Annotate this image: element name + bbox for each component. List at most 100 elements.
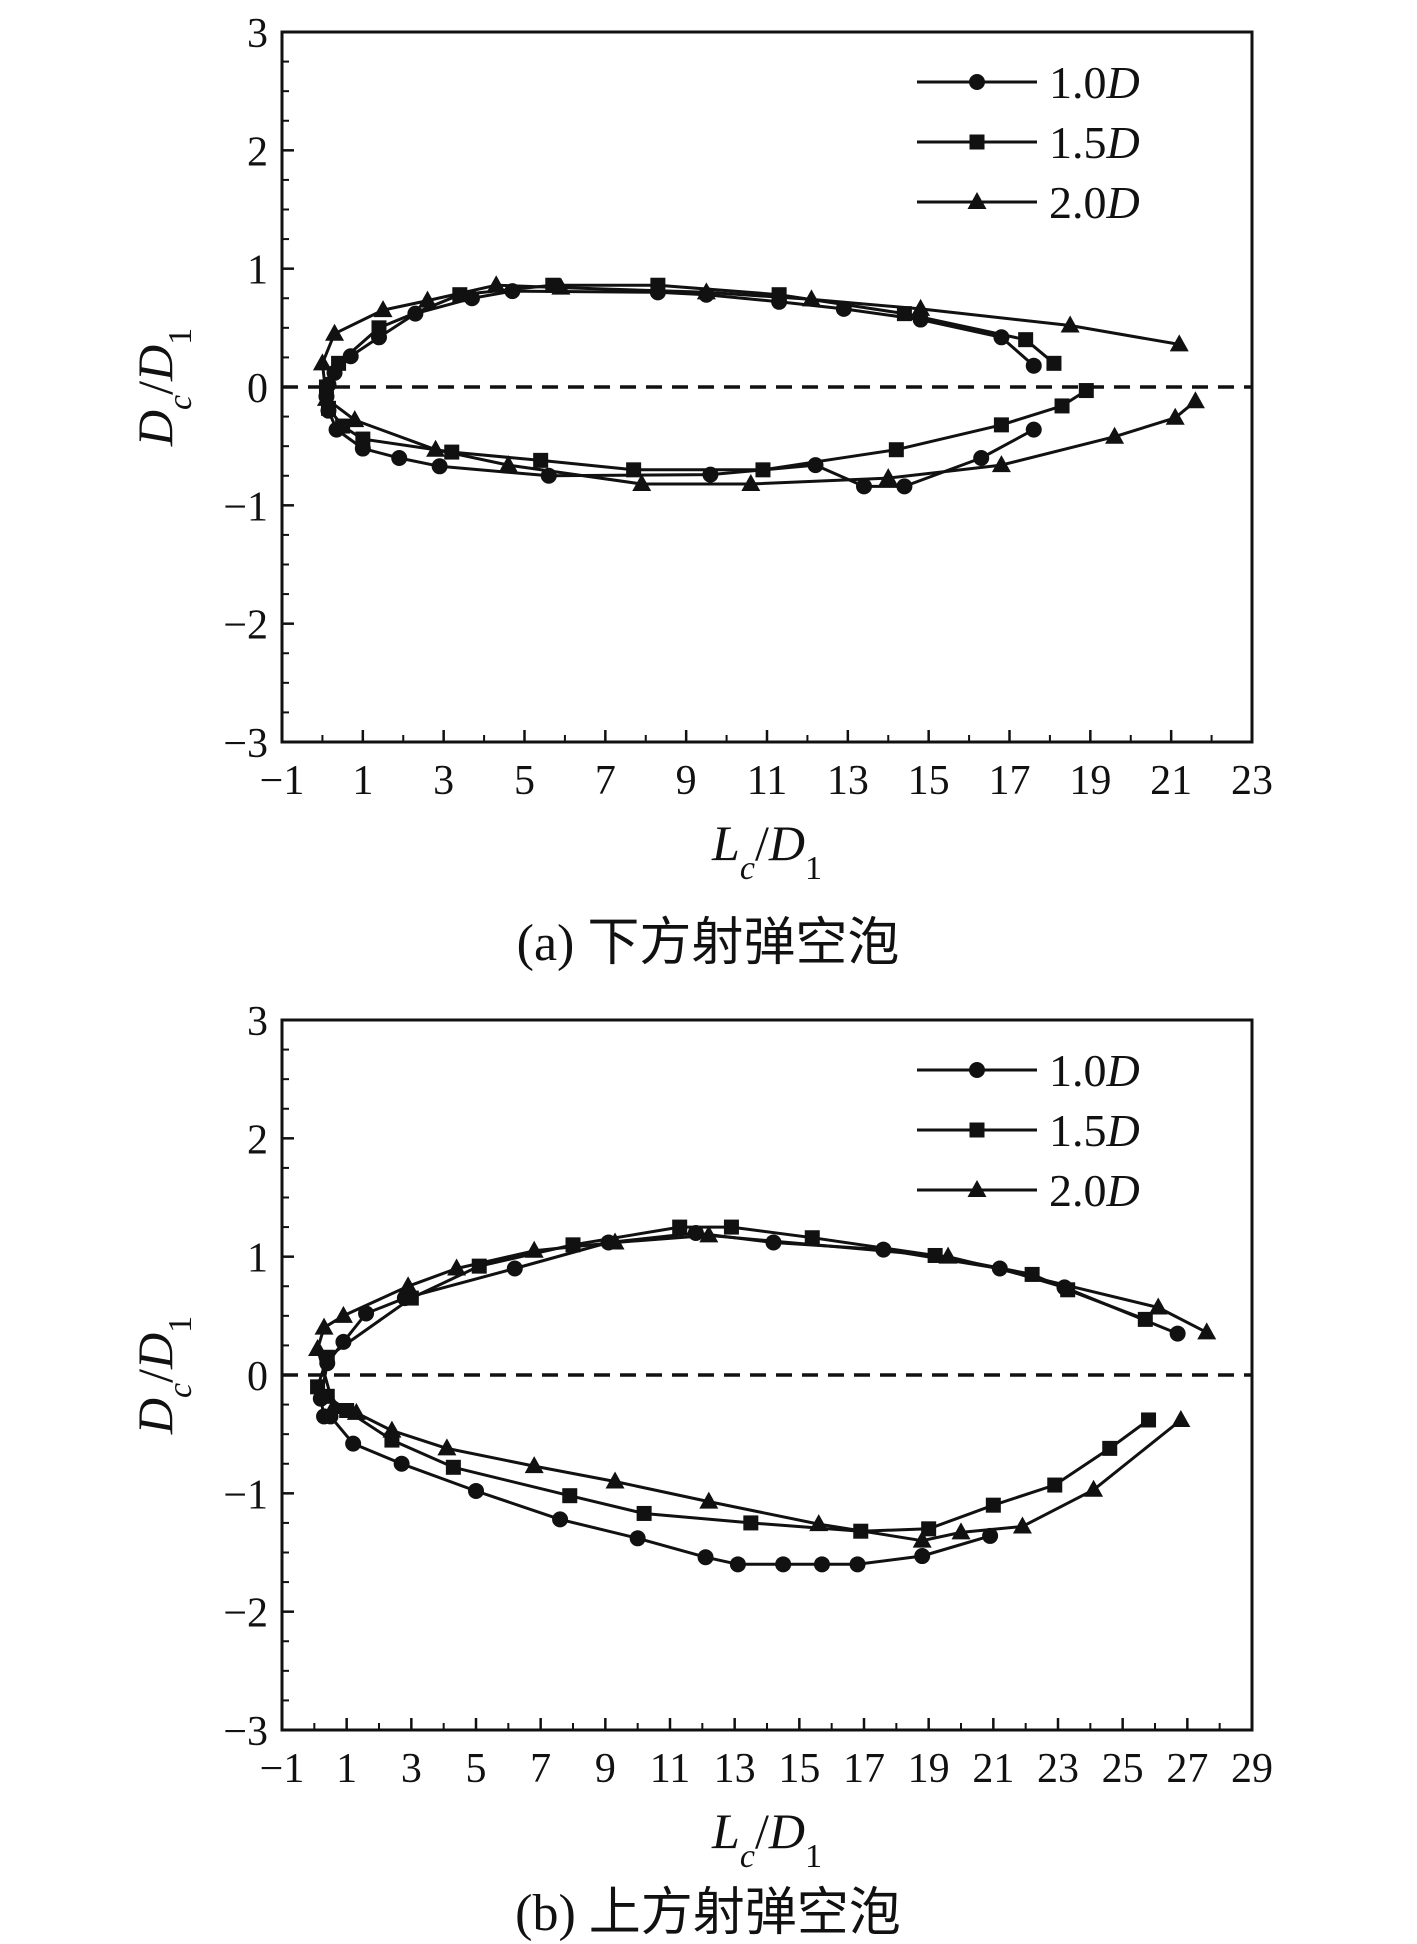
data-point [912,1530,932,1548]
series-line [320,283,1197,486]
data-point [1047,1477,1063,1493]
data-point [447,1258,467,1276]
data-point [991,455,1011,473]
data-point [445,1459,461,1475]
data-point [629,1530,646,1547]
data-point [355,431,371,447]
data-point [849,1556,866,1573]
data-point [1084,1479,1104,1497]
x-tick-label: 1 [336,1746,357,1792]
legend-label: 1.0D [1049,1045,1140,1096]
data-point [1185,391,1205,409]
series-2-0D [312,275,1205,492]
x-tick-label: 13 [827,758,869,804]
data-point [403,1290,419,1306]
data-point [911,298,931,316]
y-tick-label: 0 [247,1354,268,1400]
data-point [437,1438,457,1456]
data-point [807,457,824,474]
data-point [1169,334,1189,352]
data-point [551,277,571,295]
data-point [342,348,359,365]
data-point [393,1455,410,1472]
y-tick-label: 1 [247,1236,268,1282]
legend-label: 2.0D [1049,177,1140,228]
x-tick-label: 9 [595,1746,616,1792]
data-point [498,455,518,473]
data-point [524,1240,544,1258]
data-point [741,474,761,492]
data-point [345,410,365,428]
data-point [1078,383,1094,399]
legend-entry: 1.5D [917,117,1140,168]
x-tick-label: 3 [433,758,454,804]
data-point [1060,315,1080,333]
legend-label: 2.0D [1049,1165,1140,1216]
data-point [552,1511,569,1528]
data-point [888,442,904,458]
data-point [973,450,990,466]
legend-label: 1.5D [1049,1105,1140,1156]
data-point [626,462,642,478]
data-point [993,329,1010,346]
legend-label: 1.0D [1049,57,1140,108]
caption-a: (a) 下方射弹空泡 [517,915,900,972]
y-tick-label: −2 [223,1591,268,1637]
data-point [856,478,872,495]
y-tick-label: −1 [223,1472,268,1518]
x-tick-label: 15 [778,1746,820,1792]
data-point [468,1482,484,1499]
data-point [804,1230,820,1246]
data-point [632,474,652,492]
y-tick-label: 2 [247,129,268,175]
x-tick-label: 17 [989,758,1031,804]
series-1-5D [310,1219,1157,1539]
data-point [426,439,446,457]
data-point [1141,1412,1157,1428]
data-point [391,450,408,466]
y-tick-label: 3 [247,999,268,1045]
x-tick-label: −1 [260,1746,305,1792]
data-point [809,1514,829,1532]
series-line [316,1233,1208,1543]
data-point [771,287,787,303]
data-point [335,1333,352,1350]
y-tick-label: −2 [223,603,268,649]
y-axis-label: Dc/D1 [127,1316,199,1435]
series-2-0D [308,1225,1217,1548]
x-tick-label: 9 [676,758,697,804]
x-tick-label: 19 [908,1746,950,1792]
legend-entry: 2.0D [917,177,1140,228]
x-tick-label: 21 [972,1746,1014,1792]
legend-entry: 1.0D [917,57,1140,108]
data-point [1148,1297,1168,1315]
legend-marker [969,74,985,90]
data-point [696,282,716,300]
y-tick-label: −1 [223,484,268,530]
data-point [1197,1322,1217,1340]
y-tick-label: 1 [247,248,268,294]
data-point [486,275,506,293]
x-axis-label: Lc/D1 [711,815,822,887]
data-point [1102,1440,1118,1456]
data-point [325,323,345,341]
legend-marker [969,134,985,150]
x-tick-label: 7 [530,1746,551,1792]
data-point [1018,332,1034,348]
data-point [813,1556,830,1573]
x-tick-label: 5 [466,1746,487,1792]
series-1-5D [318,277,1094,478]
data-point [314,1317,334,1335]
data-point [308,1338,328,1356]
data-point [755,462,771,478]
data-point [562,1488,578,1504]
data-point [533,452,549,468]
data-point [1046,355,1062,371]
data-point [1105,426,1125,444]
data-point [985,1497,1001,1513]
data-point [697,1549,714,1566]
x-tick-label: 7 [595,758,616,804]
data-point [345,1435,362,1452]
y-tick-label: −3 [223,1709,268,1755]
